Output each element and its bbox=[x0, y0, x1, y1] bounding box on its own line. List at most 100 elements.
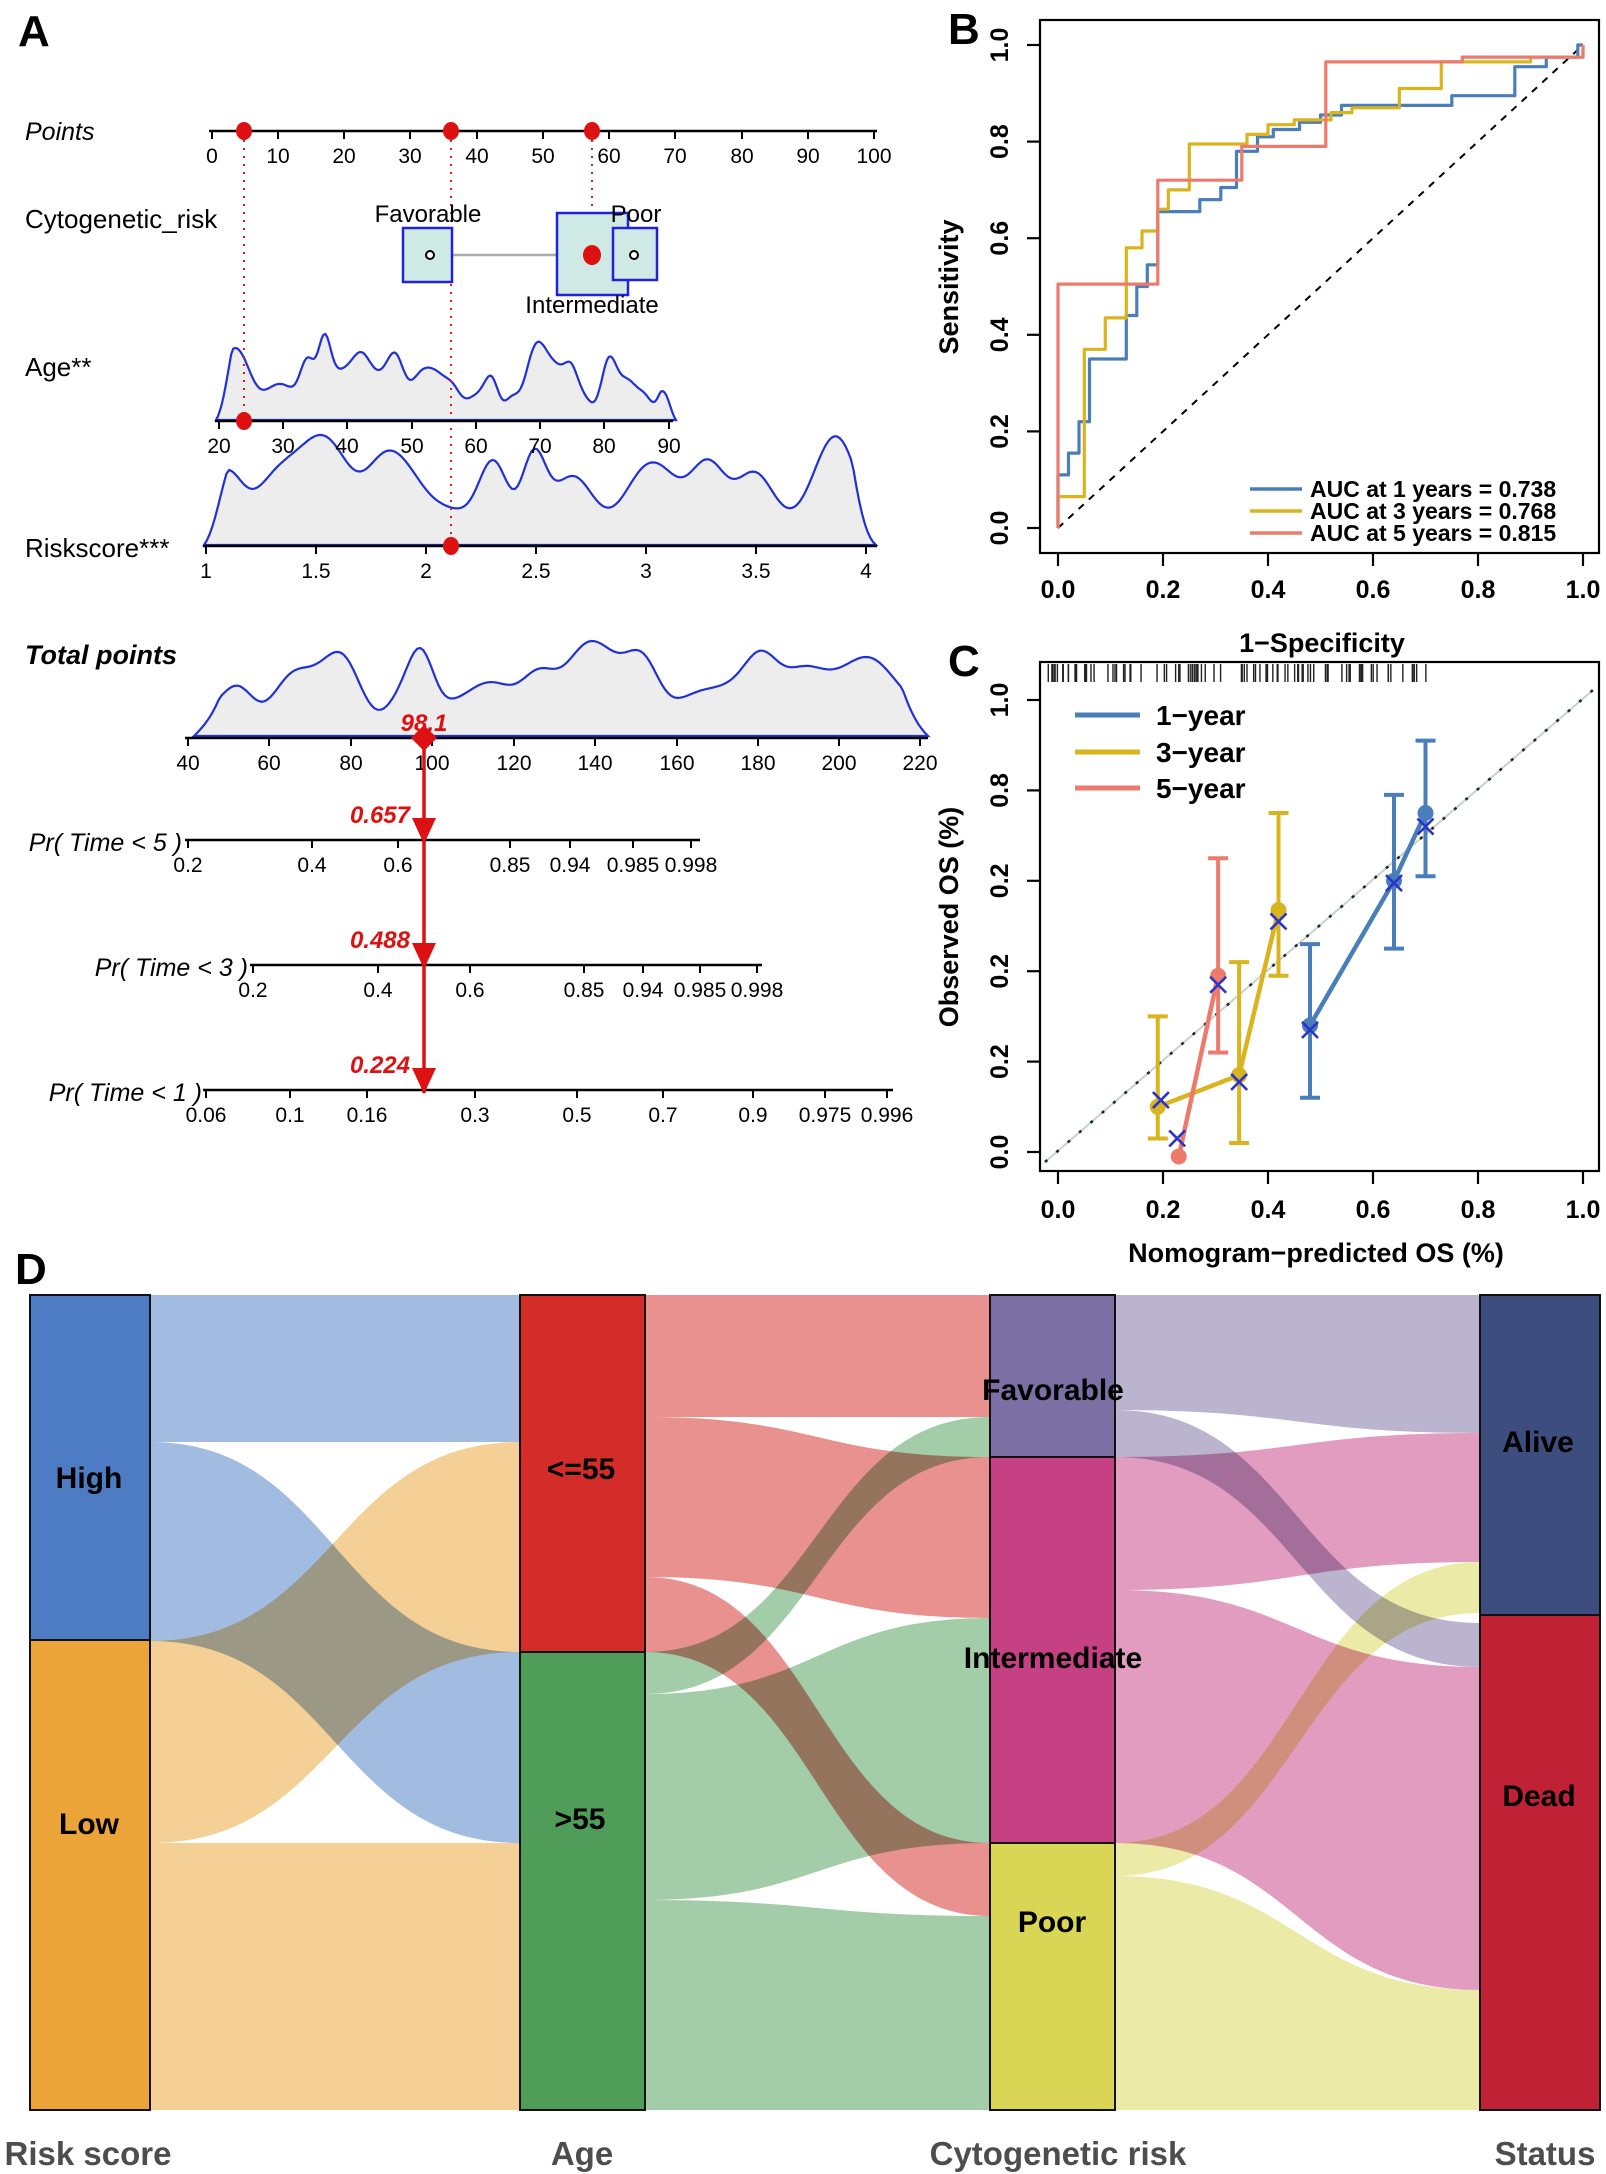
tick-label-pr1: 0.996 bbox=[861, 1104, 914, 1127]
panel-b: 0.0 0.2 0.4 0.6 0.8 1.0 0.0 0.2 0.4 0.6 0.8 1.0 B S… bbox=[934, 5, 1600, 658]
tick-label-riskscore: 1.5 bbox=[301, 560, 330, 583]
c-y-axis-title: Observed OS (%) bbox=[934, 807, 964, 1028]
tick-label-pr5: 0.4 bbox=[297, 854, 327, 877]
c-x-tick-label: 1.0 bbox=[1566, 1196, 1601, 1224]
calib-point-1-year bbox=[1302, 1017, 1318, 1034]
sankey-canvas bbox=[29, 1294, 1601, 2111]
calib-point-3-year bbox=[1149, 1098, 1166, 1115]
panel-a-label: A bbox=[18, 7, 50, 56]
node-label-intermediate: Intermediate bbox=[964, 1642, 1142, 1675]
column-title-age: Age bbox=[551, 2135, 613, 2172]
sankey-node-Dead bbox=[1479, 1614, 1601, 2111]
b-x-axis-title: 1−Specificity bbox=[1239, 628, 1405, 658]
b-legend-label-3yr: AUC at 3 years = 0.768 bbox=[1310, 498, 1556, 524]
b-y-tick-label: 0.0 bbox=[986, 511, 1014, 546]
tick-label-total_points: 120 bbox=[496, 752, 531, 775]
box-median-dot-1 bbox=[629, 250, 639, 260]
tick-label-points: 50 bbox=[531, 145, 554, 168]
node-label-le55: <=55 bbox=[547, 1453, 615, 1486]
panel-c: 0.0 0.2 0.4 0.6 0.8 1.0 0.0 0.2 0.2 0.2 0.8 1.0 C O… bbox=[934, 637, 1600, 1268]
sankey-flow-0 bbox=[150, 1295, 520, 1442]
tick-label-riskscore: 3 bbox=[640, 560, 652, 583]
tick-label-points: 10 bbox=[266, 145, 289, 168]
sankey-flow-10 bbox=[1115, 1295, 1480, 1433]
sankey-flow-14 bbox=[1115, 1562, 1480, 1876]
tick-label-age: 20 bbox=[207, 435, 230, 458]
tick-label-pr5: 0.6 bbox=[383, 854, 412, 877]
b-plot-box bbox=[1038, 18, 1601, 555]
tick-label-pr1: 0.7 bbox=[648, 1104, 677, 1127]
b-x-tick-label: 0.0 bbox=[1041, 576, 1076, 604]
tick-label-pr5: 0.94 bbox=[550, 854, 591, 877]
tick-label-points: 100 bbox=[856, 145, 891, 168]
node-label-alive: Alive bbox=[1502, 1426, 1574, 1459]
panel-a: 0 10 20 30 40 50 60 70 80 90 100 20 30 40 50 60 70 80 90 1 1… bbox=[18, 7, 938, 1127]
arrowhead-pr1 bbox=[412, 1068, 436, 1094]
red-dot-cytogenetic bbox=[583, 245, 601, 265]
tick-label-age: 90 bbox=[657, 435, 680, 458]
tick-label-pr5: 0.998 bbox=[665, 854, 718, 877]
annotation-total-points: 98.1 bbox=[401, 710, 448, 737]
roc-canvas: 0.0 0.2 0.4 0.6 0.8 1.0 0.0 0.2 0.4 0.6 0.8 1.0 bbox=[986, 18, 1601, 604]
category-box-2 bbox=[611, 226, 659, 282]
tick-label-total_points: 180 bbox=[740, 752, 775, 775]
tick-label-age: 80 bbox=[592, 435, 615, 458]
tick-label-points: 60 bbox=[597, 145, 620, 168]
tick-label-total_points: 100 bbox=[414, 752, 449, 775]
row-label-points: Points bbox=[25, 118, 94, 146]
roc-curve-1-year bbox=[1056, 43, 1583, 528]
b-y-tick-label: 0.8 bbox=[986, 124, 1014, 159]
b-legend-label-5yr: AUC at 5 years = 0.815 bbox=[1310, 520, 1556, 546]
sankey-flow-3 bbox=[150, 1843, 520, 2110]
b-x-tick-label: 0.6 bbox=[1356, 576, 1391, 604]
b-y-tick-label: 0.2 bbox=[986, 414, 1014, 449]
c-legend: 1−year 3−year 5−year bbox=[1075, 700, 1246, 804]
red-dot-points bbox=[584, 122, 600, 140]
c-y-tick-label: 0.2 bbox=[986, 954, 1014, 989]
tick-label-points: 30 bbox=[398, 145, 421, 168]
calib-point-5-year bbox=[1210, 967, 1227, 984]
sankey-flow-15 bbox=[1115, 1876, 1480, 2110]
b-diagonal bbox=[1057, 44, 1584, 529]
b-y-tick-label: 0.6 bbox=[986, 221, 1014, 256]
tick-label-riskscore: 2 bbox=[420, 560, 432, 583]
tick-label-pr5: 0.985 bbox=[607, 854, 660, 877]
calib-x-mark bbox=[1301, 1021, 1319, 1039]
sankey-node-High bbox=[29, 1294, 151, 1641]
calib-x-mark bbox=[1209, 975, 1228, 994]
tick-label-pr3: 0.998 bbox=[731, 979, 784, 1002]
sankey-node-Favorable bbox=[989, 1294, 1116, 1458]
tick-label-pr5: 0.2 bbox=[173, 854, 202, 877]
b-x-tick-label: 0.2 bbox=[1146, 576, 1181, 604]
panel-d: D High Low <=55 >55 Favorable Intermedia… bbox=[5, 1245, 1601, 2172]
tick-label-total_points: 160 bbox=[659, 752, 694, 775]
calibration-canvas: 0.0 0.2 0.4 0.6 0.8 1.0 0.0 0.2 0.2 0.2 0.8 1.0 bbox=[986, 660, 1601, 1224]
c-legend-label-5yr: 5−year bbox=[1156, 773, 1246, 804]
row-label-age: Age** bbox=[25, 352, 92, 382]
sankey-flow-4 bbox=[645, 1295, 990, 1417]
annotation-pr5: 0.657 bbox=[350, 802, 412, 829]
tick-label-age: 50 bbox=[400, 435, 423, 458]
row-label-pr-time-5: Pr( Time < 5 ) bbox=[29, 829, 182, 857]
tick-label-points: 70 bbox=[663, 145, 686, 168]
sankey-flow-2 bbox=[150, 1442, 520, 1843]
tick-label-total_points: 40 bbox=[176, 752, 199, 775]
b-legend: AUC at 1 years = 0.738 AUC at 3 years = … bbox=[1250, 476, 1556, 546]
sankey-node-<=55 bbox=[519, 1294, 646, 1653]
total-points-diamond-top bbox=[411, 725, 437, 738]
tick-label-pr3: 0.85 bbox=[564, 979, 605, 1002]
sankey-node-Intermediate bbox=[989, 1456, 1116, 1844]
node-label-poor: Poor bbox=[1018, 1906, 1087, 1939]
row-label-pr-time-3: Pr( Time < 3 ) bbox=[95, 954, 248, 982]
c-x-tick-label: 0.4 bbox=[1251, 1196, 1286, 1224]
tick-label-pr1: 0.3 bbox=[460, 1104, 489, 1127]
calib-x-mark bbox=[1168, 1129, 1187, 1148]
c-legend-label-1yr: 1−year bbox=[1156, 700, 1246, 731]
row-label-riskscore: Riskscore*** bbox=[25, 533, 170, 563]
c-plot-box bbox=[1038, 660, 1601, 1173]
c-x-tick-label: 0.2 bbox=[1146, 1196, 1181, 1224]
node-label-dead: Dead bbox=[1502, 1780, 1575, 1813]
calib-x-mark bbox=[1269, 912, 1288, 931]
tick-label-age: 60 bbox=[464, 435, 487, 458]
